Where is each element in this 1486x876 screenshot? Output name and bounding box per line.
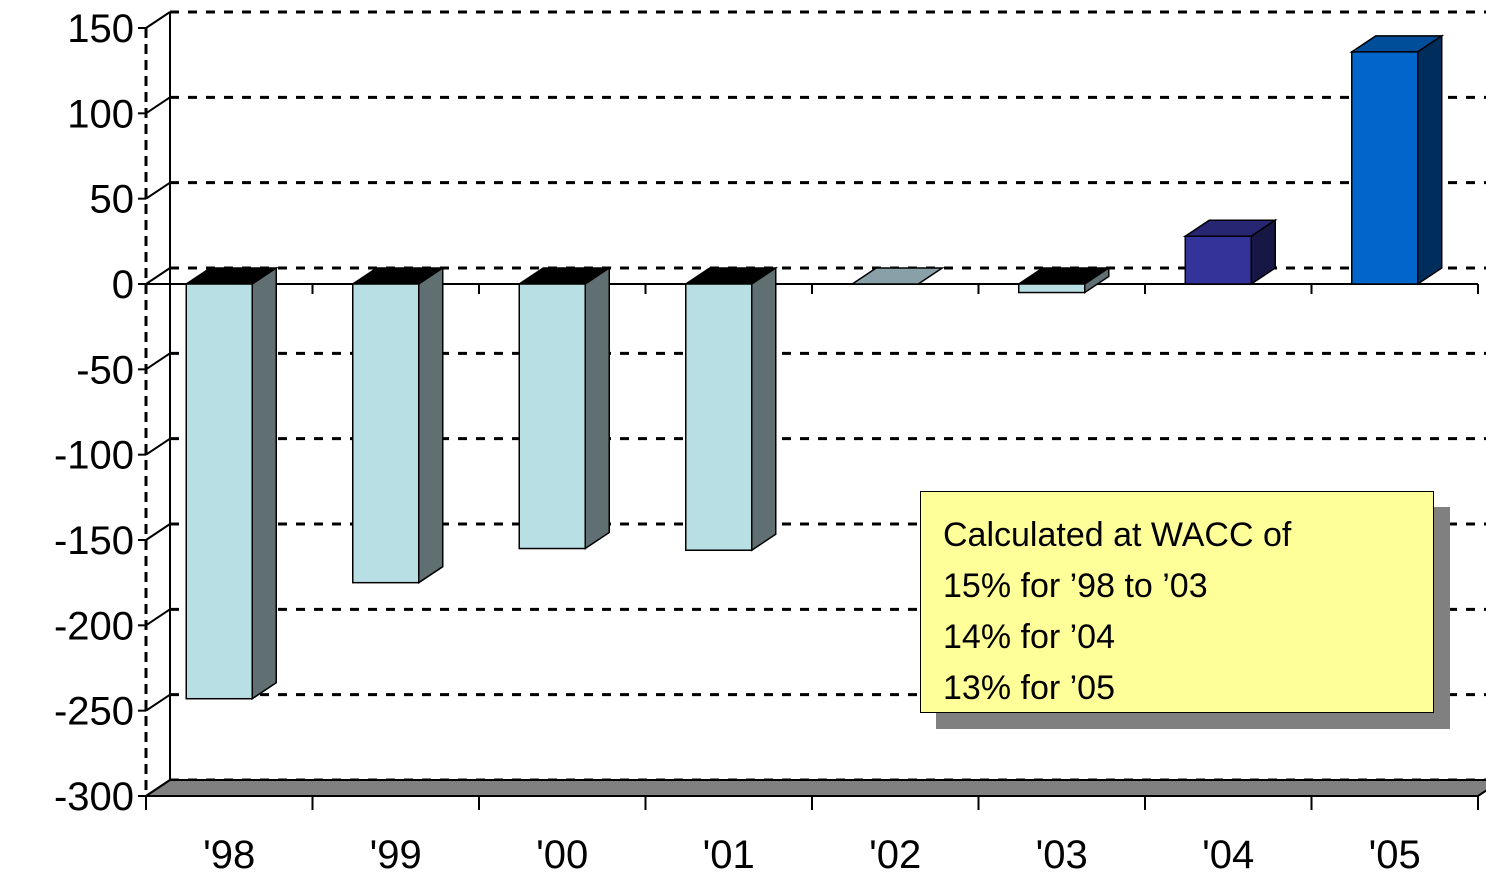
bar-front xyxy=(518,283,586,550)
side-wall-tick xyxy=(145,96,171,115)
bar-side xyxy=(1417,34,1443,286)
x-tick-label: '05 xyxy=(1369,833,1421,876)
x-tick-label: '98 xyxy=(203,833,255,876)
side-wall-tick xyxy=(145,608,171,627)
wacc-note: Calculated at WACC of 15% for ’98 to ’03… xyxy=(920,491,1434,713)
y-tick-label: -100 xyxy=(54,434,134,478)
side-wall-tick xyxy=(145,267,171,285)
note-line-2: 15% for ’98 to ’03 xyxy=(943,567,1208,605)
x-tick-label: '02 xyxy=(869,833,921,876)
bar-top xyxy=(849,267,945,285)
note-line-3: 14% for ’04 xyxy=(943,618,1115,656)
bars xyxy=(183,34,1445,701)
bar xyxy=(516,266,612,550)
bar-front xyxy=(1351,51,1419,285)
bar-side xyxy=(584,266,610,550)
bar xyxy=(683,266,779,552)
y-tick-label: -200 xyxy=(54,604,134,648)
bar-front xyxy=(352,283,420,584)
y-tick-label: -50 xyxy=(76,348,134,392)
side-wall-tick xyxy=(145,437,171,456)
y-tick-label: -250 xyxy=(54,690,134,734)
axes xyxy=(138,11,1486,810)
side-wall-tick xyxy=(145,11,171,29)
x-tick-label: '01 xyxy=(703,833,755,876)
bar xyxy=(350,266,446,585)
bar xyxy=(183,266,279,701)
tick-labels: 150 100 50 0 -50 -100 -150 -200 -250 -300 '98 '99 '0… xyxy=(54,7,1421,876)
bar-front xyxy=(185,283,253,700)
bar-side xyxy=(418,266,444,585)
bar-side xyxy=(751,266,777,552)
y-tick-label: 50 xyxy=(90,178,135,222)
bar xyxy=(1182,218,1278,286)
side-wall-tick xyxy=(145,181,171,200)
side-wall-tick xyxy=(145,693,171,712)
bar-front xyxy=(1018,283,1086,294)
bar-front xyxy=(685,283,753,551)
note-line-1: Calculated at WACC of xyxy=(943,516,1292,554)
x-tick-label: '00 xyxy=(536,833,588,876)
floor xyxy=(142,779,1486,797)
y-tick-label: 150 xyxy=(67,7,134,51)
y-tick-label: -150 xyxy=(54,519,134,563)
y-tick-label: 100 xyxy=(67,92,134,136)
side-wall-tick xyxy=(145,523,171,541)
x-tick-label: '03 xyxy=(1036,833,1088,876)
y-tick-label: -300 xyxy=(54,775,134,819)
y-tick-label: 0 xyxy=(112,263,134,307)
note-line-4: 13% for ’05 xyxy=(943,669,1115,707)
x-tick-label: '99 xyxy=(370,833,422,876)
bar xyxy=(1349,34,1445,286)
bar-side xyxy=(251,266,277,701)
bar-front xyxy=(1184,235,1252,285)
x-tick-label: '04 xyxy=(1202,833,1254,876)
bar xyxy=(1016,266,1112,294)
side-wall-tick xyxy=(145,352,171,371)
bar xyxy=(849,267,945,285)
